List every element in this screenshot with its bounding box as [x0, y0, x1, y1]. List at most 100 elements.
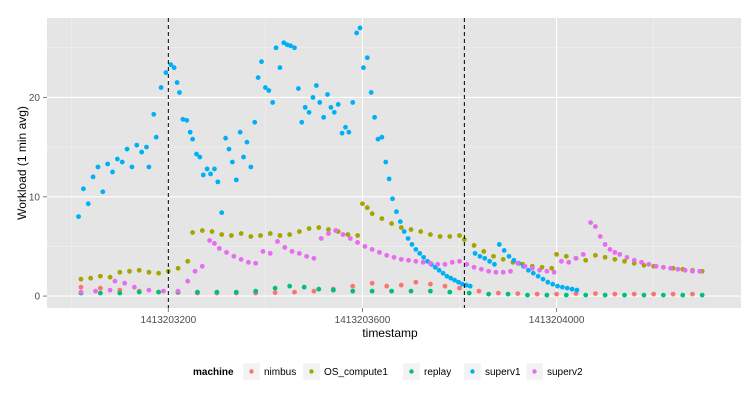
data-point [246, 259, 251, 265]
data-point [612, 256, 618, 262]
data-point [212, 166, 217, 172]
data-point [292, 45, 297, 51]
data-point [525, 292, 530, 298]
data-point [631, 291, 637, 297]
data-point [526, 267, 531, 273]
data-point [267, 250, 273, 256]
data-point [311, 255, 317, 261]
data-point [563, 253, 569, 259]
data-point [282, 245, 288, 250]
data-point [345, 232, 351, 237]
data-point [500, 256, 506, 262]
data-point [262, 85, 268, 90]
data-point [117, 290, 123, 296]
data-point [144, 144, 149, 150]
data-point [417, 250, 423, 256]
data-point [97, 290, 103, 296]
data-point [369, 247, 375, 252]
data-point [573, 255, 579, 261]
data-point [175, 288, 181, 294]
y-axis: 0 10 20 [29, 93, 47, 303]
data-point [617, 251, 623, 257]
data-point [486, 268, 492, 274]
data-point [602, 242, 608, 247]
data-point [321, 114, 327, 120]
data-point [476, 288, 482, 294]
legend-label: nimbus [264, 367, 296, 378]
data-point [277, 233, 283, 238]
data-point [508, 268, 513, 274]
data-point [253, 260, 259, 266]
data-point [500, 269, 506, 275]
data-point [207, 238, 212, 243]
data-point [180, 116, 186, 122]
data-point [114, 156, 120, 162]
data-point [602, 292, 608, 298]
data-point [117, 269, 123, 275]
data-point [209, 229, 215, 234]
data-point [408, 288, 414, 294]
data-point [398, 225, 404, 230]
data-point [357, 25, 363, 31]
data-point [325, 92, 330, 97]
data-point [78, 289, 84, 295]
data-point [364, 205, 370, 211]
legend-marker [409, 369, 414, 374]
data-point [226, 146, 232, 152]
data-point [81, 186, 86, 192]
data-point [136, 267, 142, 273]
data-point [457, 258, 462, 264]
data-point [375, 136, 381, 142]
data-point [78, 284, 84, 290]
data-point [409, 242, 415, 247]
data-point [346, 129, 352, 135]
data-point [288, 43, 294, 49]
data-point [428, 232, 433, 237]
panel-background [47, 18, 741, 308]
data-point [398, 282, 404, 288]
data-point [442, 283, 448, 289]
data-point [420, 259, 426, 265]
data-point [287, 232, 293, 237]
data-point [223, 135, 229, 141]
data-point [481, 248, 487, 254]
x-tick-label: 1413203200 [141, 315, 197, 326]
data-point [216, 246, 222, 251]
data-point [699, 292, 705, 298]
data-point [244, 139, 250, 145]
data-point [306, 109, 312, 115]
grid-minor [47, 18, 741, 308]
data-point [471, 264, 477, 270]
data-point [428, 281, 433, 287]
data-point [310, 95, 316, 100]
legend-title: machine [193, 367, 234, 378]
data-point [267, 231, 273, 236]
data-point [549, 265, 555, 271]
data-point [139, 149, 145, 155]
data-point [156, 289, 162, 295]
data-point [478, 266, 484, 272]
data-point [495, 290, 501, 296]
data-point [361, 65, 366, 71]
data-point [333, 228, 339, 233]
data-point [406, 257, 411, 263]
data-point [369, 280, 375, 286]
data-point [560, 284, 565, 290]
data-point [535, 273, 541, 279]
data-point [597, 234, 603, 239]
data-point [296, 250, 302, 256]
data-point [377, 249, 382, 255]
data-point [153, 134, 159, 140]
data-point [379, 216, 385, 222]
data-point [511, 257, 517, 263]
data-point [491, 253, 496, 259]
data-point [107, 274, 113, 280]
data-point [460, 281, 465, 287]
data-point [302, 104, 308, 110]
data-point [100, 189, 106, 195]
data-point [292, 289, 297, 295]
data-point [496, 242, 502, 247]
data-point [444, 273, 450, 279]
data-point [515, 291, 521, 296]
data-point [238, 231, 244, 236]
